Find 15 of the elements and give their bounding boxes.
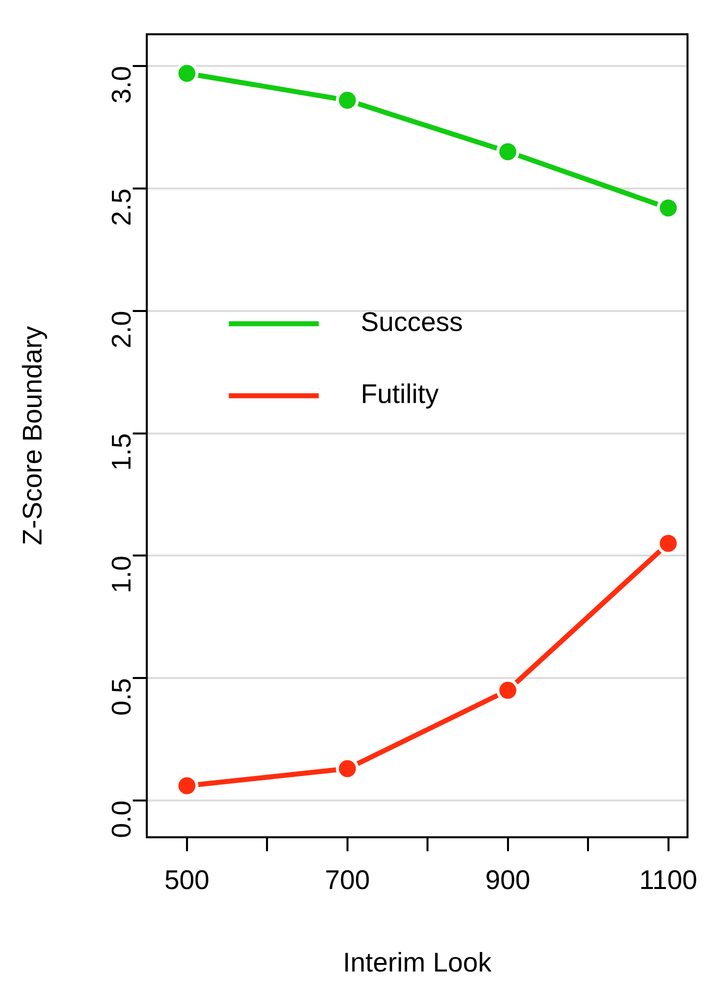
x-tick-label: 700 [324,864,370,895]
y-tick-label: 1.0 [106,556,136,594]
y-tick-label: 0.0 [106,800,136,838]
x-tick-label: 1100 [639,864,698,895]
x-tick-label: 900 [485,864,530,895]
y-tick-label: 1.5 [106,433,136,471]
x-axis-title: Interim Look [342,947,492,978]
x-tick-label: 500 [164,864,210,895]
y-tick-label: 3.0 [106,66,136,104]
legend-label: Success [360,307,463,338]
y-tick-label: 0.5 [106,678,136,716]
legend-label: Futility [360,379,440,410]
y-tick-label: 2.5 [106,188,136,226]
y-axis-title: Z-Score Boundary [18,326,48,546]
y-tick-label: 2.0 [106,310,136,348]
